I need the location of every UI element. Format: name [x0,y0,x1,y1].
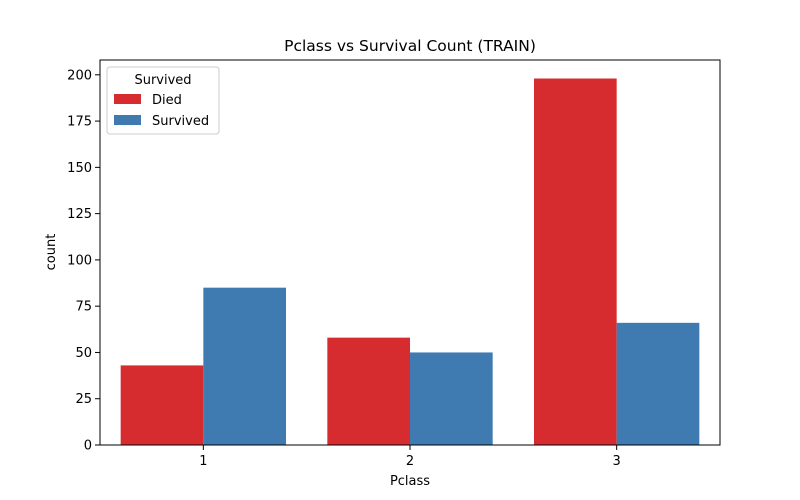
bar-survived-1 [203,287,286,445]
legend-swatch-died [114,94,141,104]
y-tick-label: 0 [84,439,92,454]
y-tick-label: 125 [67,207,92,222]
bar-died-1 [120,365,204,445]
legend: Survived Died Survived [106,66,220,135]
y-tick-label: 100 [67,253,92,268]
y-tick-label: 75 [75,300,92,315]
bar-survived-2 [410,352,493,445]
bar-died-2 [327,337,410,445]
bar-survived-3 [616,322,700,445]
x-tick-label: 2 [406,454,414,469]
y-tick-label: 25 [75,392,92,407]
y-axis-label: count [44,234,59,271]
x-tick-label: 1 [199,454,207,469]
legend-title: Survived [134,73,191,88]
y-tick-label: 50 [75,346,92,361]
x-axis: 1 2 3 [199,445,621,469]
y-tick-label: 175 [67,115,92,130]
y-tick-label: 150 [67,161,92,176]
legend-label-survived: Survived [152,114,209,129]
legend-swatch-survived [114,115,141,125]
y-tick-label: 200 [67,68,92,83]
chart-title: Pclass vs Survival Count (TRAIN) [284,37,536,55]
bars-group [120,78,700,445]
legend-label-died: Died [152,93,182,108]
x-tick-label: 3 [613,454,621,469]
x-axis-label: Pclass [390,474,430,489]
bar-died-3 [534,78,617,445]
y-axis: 0 25 50 75 100 125 150 175 200 [67,68,100,454]
plot-frame [99,59,721,446]
